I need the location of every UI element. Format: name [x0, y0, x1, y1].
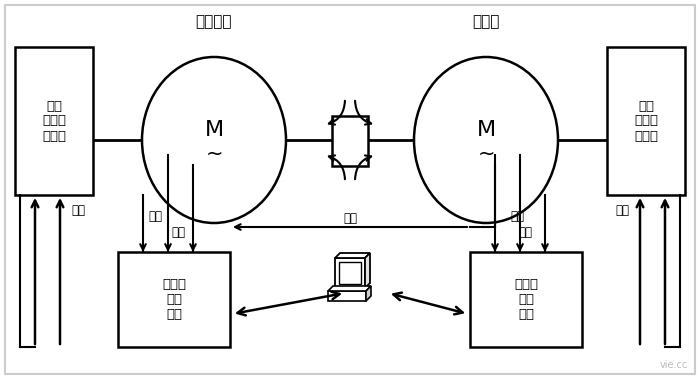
Text: vie.cc: vie.cc	[659, 360, 688, 370]
Polygon shape	[328, 286, 371, 291]
Bar	[335, 258, 365, 288]
Text: 矢量
控制的
逆变器: 矢量 控制的 逆变器	[634, 100, 658, 143]
Text: 电流: 电流	[148, 210, 162, 224]
Ellipse shape	[414, 57, 558, 223]
Text: 被试电机: 被试电机	[196, 14, 232, 30]
Text: 测功机: 测功机	[473, 14, 500, 30]
Bar	[328, 291, 366, 301]
Text: M: M	[204, 120, 223, 140]
Text: 电流: 电流	[510, 210, 524, 224]
Text: 电流: 电流	[71, 204, 85, 216]
Polygon shape	[366, 286, 371, 301]
Text: 进度: 进度	[343, 213, 357, 226]
Text: 被试机
控制
系统: 被试机 控制 系统	[162, 278, 186, 321]
Bar	[470, 252, 582, 347]
Text: M: M	[477, 120, 496, 140]
Polygon shape	[365, 253, 370, 288]
Bar	[332, 116, 368, 166]
Bar	[607, 47, 685, 195]
Text: 测功机
控制
系统: 测功机 控制 系统	[514, 278, 538, 321]
Bar	[118, 252, 230, 347]
Bar	[339, 262, 361, 284]
Ellipse shape	[142, 57, 286, 223]
Text: ~: ~	[477, 144, 495, 164]
Bar	[15, 47, 93, 195]
Polygon shape	[335, 253, 370, 258]
Text: 电流: 电流	[171, 226, 185, 238]
Text: ~: ~	[205, 144, 223, 164]
Text: 矢量
控制的
逆变器: 矢量 控制的 逆变器	[42, 100, 66, 143]
Text: 电流: 电流	[518, 226, 532, 238]
Text: 电流: 电流	[615, 204, 629, 216]
